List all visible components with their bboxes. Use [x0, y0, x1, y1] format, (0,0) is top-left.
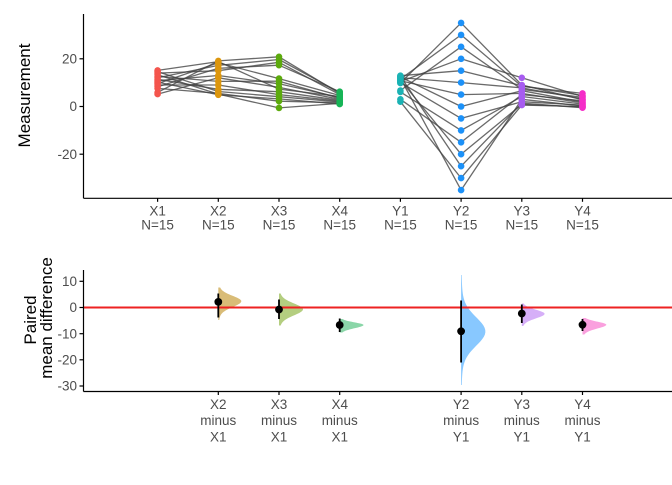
svg-text:N=15: N=15 [323, 218, 356, 233]
svg-text:N=15: N=15 [384, 218, 417, 233]
svg-text:mean difference: mean difference [37, 257, 56, 379]
svg-text:X4: X4 [331, 203, 348, 218]
svg-text:-30: -30 [57, 379, 77, 394]
svg-text:-10: -10 [57, 326, 77, 341]
svg-text:0: 0 [69, 300, 77, 315]
svg-text:20: 20 [62, 52, 77, 67]
svg-text:minus: minus [504, 413, 540, 428]
svg-text:X3: X3 [271, 397, 288, 412]
svg-text:Y2: Y2 [453, 203, 470, 218]
svg-text:X4: X4 [331, 397, 348, 412]
svg-text:N=15: N=15 [202, 218, 235, 233]
svg-text:X1: X1 [271, 430, 288, 445]
svg-text:X3: X3 [271, 203, 288, 218]
svg-text:0: 0 [69, 99, 77, 114]
svg-text:X1: X1 [210, 430, 227, 445]
svg-text:N=15: N=15 [445, 218, 478, 233]
svg-text:minus: minus [261, 413, 297, 428]
svg-text:Measurement: Measurement [15, 43, 34, 147]
svg-text:Y3: Y3 [514, 203, 531, 218]
svg-text:minus: minus [322, 413, 358, 428]
svg-text:X2: X2 [210, 203, 227, 218]
svg-text:X1: X1 [331, 430, 348, 445]
svg-text:Y1: Y1 [514, 430, 531, 445]
svg-text:Y1: Y1 [574, 430, 591, 445]
svg-text:N=15: N=15 [141, 218, 174, 233]
svg-text:X2: X2 [210, 397, 227, 412]
svg-text:Y3: Y3 [514, 397, 531, 412]
svg-text:Y1: Y1 [453, 430, 470, 445]
svg-text:minus: minus [200, 413, 236, 428]
svg-text:N=15: N=15 [566, 218, 599, 233]
svg-text:N=15: N=15 [505, 218, 538, 233]
svg-text:N=15: N=15 [263, 218, 296, 233]
svg-text:Y4: Y4 [574, 397, 591, 412]
svg-text:minus: minus [443, 413, 479, 428]
svg-text:10: 10 [62, 274, 77, 289]
svg-text:Y1: Y1 [392, 203, 409, 218]
svg-text:X1: X1 [149, 203, 166, 218]
svg-text:-20: -20 [57, 147, 77, 162]
svg-text:Y2: Y2 [453, 397, 470, 412]
svg-text:Y4: Y4 [574, 203, 591, 218]
svg-text:minus: minus [564, 413, 600, 428]
svg-text:-20: -20 [57, 353, 77, 368]
